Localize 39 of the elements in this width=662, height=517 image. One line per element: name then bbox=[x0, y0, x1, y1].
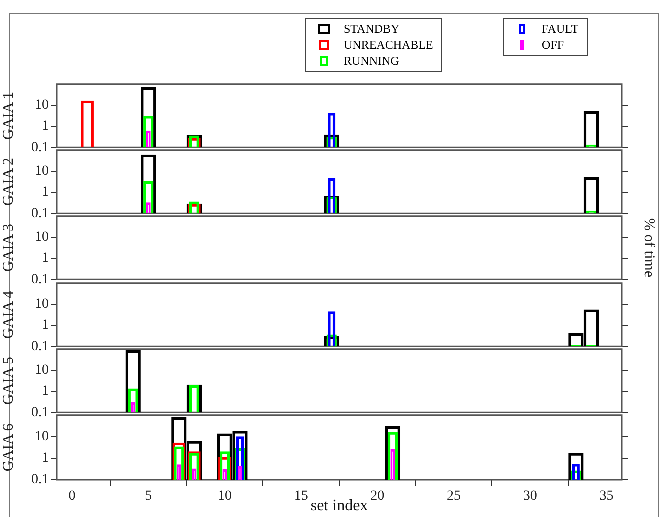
y-tick-label: 1 bbox=[42, 450, 49, 466]
y-tick-label: 1 bbox=[42, 252, 49, 267]
x-tick-label: 15 bbox=[294, 488, 308, 504]
y-tick-label: 0.1 bbox=[32, 272, 49, 288]
y-axis-title: GAIA 5 bbox=[0, 356, 17, 405]
legend-label: STANDBY bbox=[344, 22, 400, 36]
y-axis-title: GAIA 3 bbox=[0, 224, 17, 272]
x-tick-label: 20 bbox=[370, 488, 385, 504]
y-axis-title: GAIA 2 bbox=[0, 158, 17, 206]
y-tick-label: 0.1 bbox=[32, 338, 49, 354]
x-tick-label: 30 bbox=[523, 488, 538, 504]
legend-label: UNREACHABLE bbox=[344, 38, 434, 52]
y-tick-label: 1 bbox=[42, 119, 49, 134]
y-tick-label: 10 bbox=[35, 362, 49, 378]
y-axis-title: GAIA 4 bbox=[0, 290, 17, 338]
legend-label: FAULT bbox=[542, 22, 579, 36]
y-tick-label: 1 bbox=[42, 384, 49, 399]
y-tick-label: 10 bbox=[35, 98, 49, 114]
x-tick-label: 25 bbox=[447, 488, 462, 504]
x-tick-label: 0 bbox=[68, 488, 76, 504]
x-axis-title: set index bbox=[310, 497, 368, 514]
y-tick-label: 0.1 bbox=[32, 404, 49, 420]
y-tick-label: 0.1 bbox=[32, 472, 49, 488]
x-tick-label: 5 bbox=[145, 488, 152, 504]
y-axis-title: GAIA 6 bbox=[0, 423, 17, 472]
y-tick-label: 10 bbox=[35, 164, 49, 180]
y-axis-title: GAIA 1 bbox=[0, 92, 17, 140]
y-tick-label: 0.1 bbox=[32, 140, 49, 156]
legend-label: OFF bbox=[542, 38, 564, 52]
y-tick-label: 10 bbox=[35, 230, 49, 246]
y-tick-label: 0.1 bbox=[32, 206, 49, 222]
y-tick-label: 1 bbox=[42, 185, 49, 200]
y-tick-label: 10 bbox=[35, 296, 49, 312]
x-tick-label: 35 bbox=[600, 488, 614, 504]
y-tick-label: 10 bbox=[35, 429, 49, 444]
x-tick-label: 10 bbox=[218, 488, 232, 504]
legend-label: RUNNING bbox=[344, 54, 400, 68]
y-tick-label: 1 bbox=[42, 318, 49, 333]
y2-axis-title: % of time bbox=[641, 218, 658, 278]
